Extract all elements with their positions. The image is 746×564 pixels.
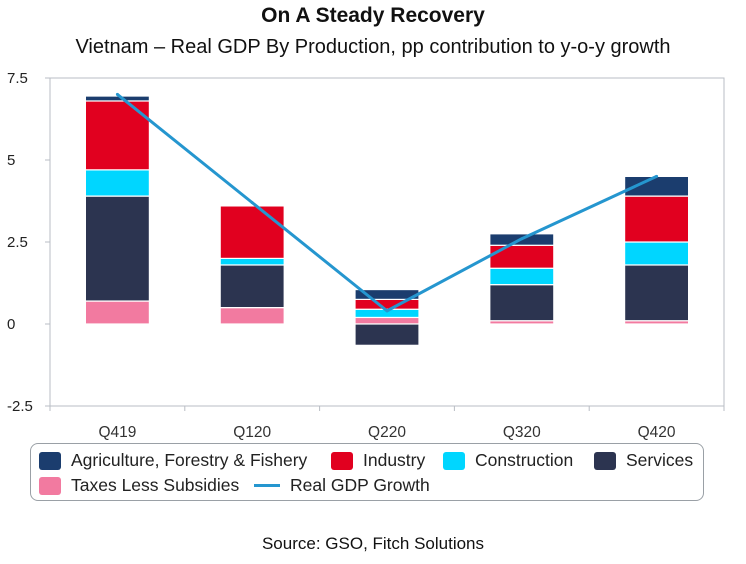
bar-agriculture — [84, 95, 151, 102]
x-tick-label: Q220 — [368, 424, 406, 440]
legend-item-services: Services — [594, 450, 693, 471]
legend-item-real-gdp-growth: Real GDP Growth — [254, 475, 430, 496]
legend-item-industry: Industry — [331, 450, 425, 471]
line-point — [655, 174, 659, 178]
bar-taxes — [354, 316, 420, 325]
legend-label-taxes: Taxes Less Subsidies — [71, 475, 240, 495]
x-tick-label: Q320 — [503, 424, 541, 440]
y-tick-label: 2.5 — [7, 234, 28, 251]
legend-item-taxes: Taxes Less Subsidies — [39, 475, 239, 496]
legend-label-services: Services — [626, 450, 694, 470]
y-tick-label: 0 — [7, 316, 15, 333]
bar-construction — [489, 267, 555, 286]
bar-industry — [489, 244, 555, 269]
chart-plot: 7.5 5 2.5 0 -2.5 Q419 Q120 Q220 Q320 Q420 — [7, 70, 725, 440]
line-point — [115, 92, 119, 96]
bar-construction — [623, 241, 690, 266]
x-tick-label: Q420 — [638, 424, 676, 440]
bar-industry — [354, 298, 420, 310]
legend-label-agriculture: Agriculture, Forestry & Fishery — [71, 450, 308, 470]
bar-services — [84, 195, 151, 302]
legend-item-agriculture: Agriculture, Forestry & Fishery — [39, 450, 307, 471]
chart-subtitle: Vietnam – Real GDP By Production, pp con… — [75, 36, 671, 58]
bar-services — [623, 264, 690, 322]
y-tick-label: -2.5 — [7, 398, 33, 415]
y-tick-label: 7.5 — [7, 70, 28, 87]
line-point — [385, 309, 389, 313]
bar-industry — [219, 205, 285, 259]
y-tick-label: 5 — [7, 152, 15, 169]
chart-title: On A Steady Recovery — [261, 4, 485, 27]
x-tick-label: Q419 — [98, 424, 136, 440]
legend-swatch-taxes — [39, 476, 61, 495]
legend-line-swatch — [254, 484, 280, 487]
bar-construction — [219, 257, 285, 266]
bar-taxes — [219, 307, 285, 325]
legend-swatch-services — [594, 451, 616, 470]
legend-label-real-gdp-growth: Real GDP Growth — [290, 475, 430, 495]
bar-services — [219, 264, 285, 309]
plot-frame — [49, 77, 725, 407]
bar-services — [489, 284, 555, 322]
bar-taxes — [84, 300, 151, 325]
bar-services — [354, 323, 420, 346]
bar-industry — [623, 195, 690, 243]
bar-construction — [84, 169, 151, 197]
x-tick-label: Q120 — [233, 424, 271, 440]
legend-swatch-industry — [331, 451, 353, 470]
line-point — [250, 201, 254, 205]
legend-item-construction: Construction — [443, 450, 573, 471]
legend-swatch-construction — [443, 451, 465, 470]
legend-label-construction: Construction — [475, 450, 574, 470]
legend-label-industry: Industry — [363, 450, 426, 470]
legend-swatch-agriculture — [39, 451, 61, 470]
legend: Agriculture, Forestry & Fishery Industry… — [30, 443, 704, 501]
source-note: Source: GSO, Fitch Solutions — [261, 534, 485, 553]
line-point — [520, 237, 524, 241]
line-real-gdp-growth — [116, 93, 658, 313]
